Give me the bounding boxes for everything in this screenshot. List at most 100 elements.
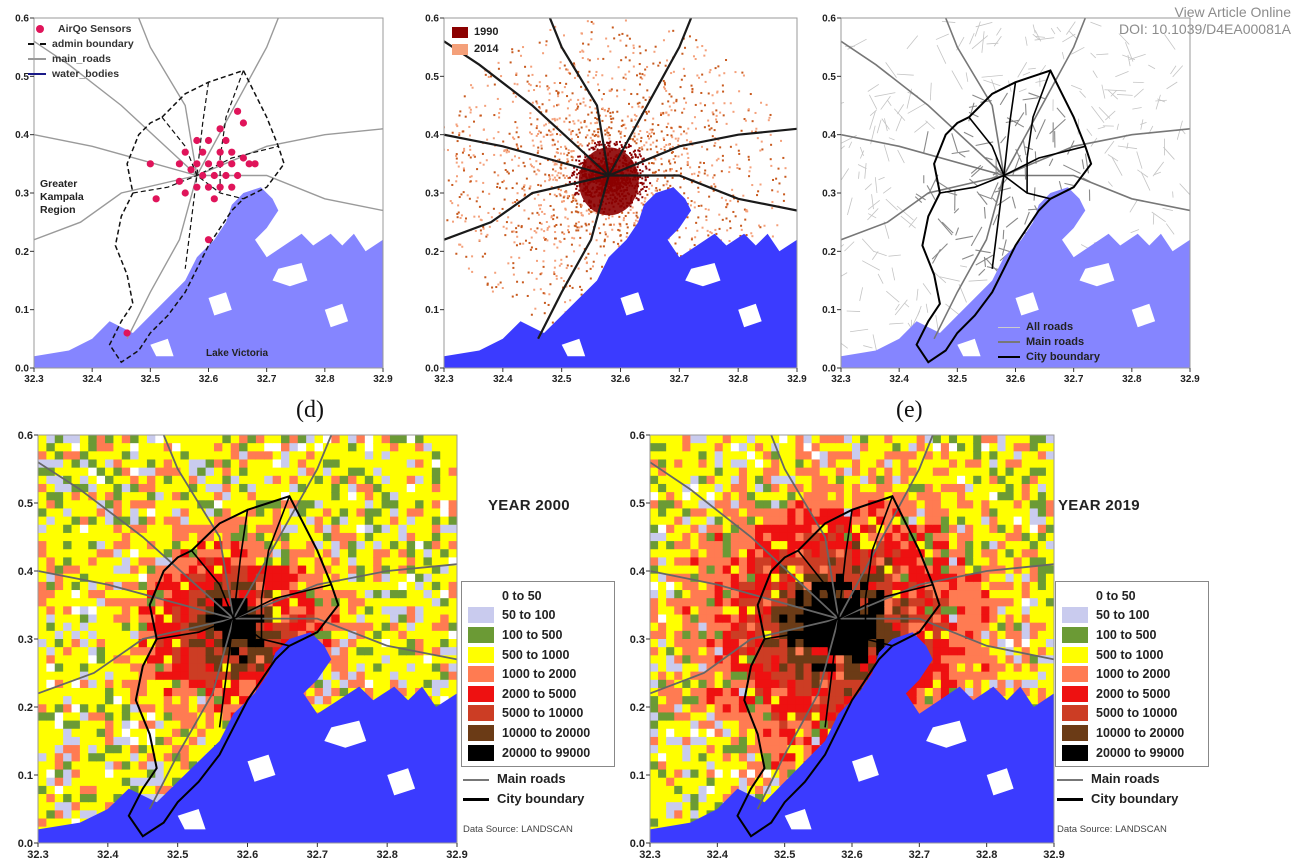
urban-pixel bbox=[523, 165, 526, 168]
population-cell bbox=[264, 451, 274, 461]
urban-pixel bbox=[501, 286, 504, 289]
sensor-point bbox=[152, 195, 160, 203]
urban-pixel bbox=[455, 157, 458, 160]
urban-pixel bbox=[644, 98, 647, 101]
population-cell bbox=[163, 655, 173, 665]
urban-pixel bbox=[588, 129, 591, 132]
urban-pixel bbox=[536, 102, 539, 105]
population-cell bbox=[46, 459, 56, 469]
population-cell bbox=[96, 639, 106, 648]
population-cell bbox=[331, 639, 341, 648]
urban-pixel bbox=[693, 172, 696, 175]
urban-pixel bbox=[765, 103, 768, 106]
urban-pixel bbox=[668, 105, 671, 108]
population-cell bbox=[213, 696, 223, 705]
urban-pixel bbox=[524, 65, 527, 68]
population-cell bbox=[63, 818, 73, 828]
population-cell bbox=[71, 785, 81, 795]
sensor-point bbox=[216, 183, 224, 191]
population-cell bbox=[230, 696, 240, 705]
population-cell bbox=[306, 598, 316, 607]
population-cell bbox=[96, 679, 106, 689]
urban-pixel bbox=[699, 161, 702, 164]
population-cell bbox=[205, 590, 215, 599]
population-cell bbox=[188, 761, 198, 771]
population-cell bbox=[306, 590, 316, 599]
urban-pixel bbox=[469, 108, 472, 111]
population-cell bbox=[88, 761, 98, 771]
urban-pixel bbox=[592, 139, 595, 142]
population-cell bbox=[163, 459, 173, 469]
urban-pixel bbox=[467, 267, 470, 270]
population-cell bbox=[222, 630, 232, 640]
urban-pixel bbox=[585, 125, 588, 128]
urban-pixel bbox=[673, 161, 676, 164]
population-cell bbox=[71, 761, 81, 771]
population-cell bbox=[130, 753, 140, 762]
population-cell bbox=[88, 679, 98, 689]
population-cell bbox=[138, 467, 148, 477]
population-cell bbox=[88, 459, 98, 469]
population-cell bbox=[331, 459, 341, 469]
population-cell bbox=[63, 475, 73, 485]
population-cell bbox=[38, 794, 47, 803]
urban-pixel bbox=[749, 166, 752, 169]
urban-pixel bbox=[713, 144, 716, 147]
population-cell bbox=[331, 508, 341, 518]
urban-pixel bbox=[634, 161, 637, 164]
road-segment bbox=[895, 303, 900, 311]
population-cell bbox=[197, 679, 207, 689]
urban-pixel bbox=[582, 42, 585, 45]
population-cell bbox=[88, 524, 98, 534]
x-tick-label: 32.7 bbox=[257, 374, 277, 385]
population-cell bbox=[121, 459, 131, 469]
urban-pixel bbox=[578, 226, 581, 229]
urban-pixel bbox=[458, 134, 461, 137]
population-cell bbox=[54, 802, 64, 811]
urban-pixel bbox=[595, 252, 598, 255]
urban-pixel bbox=[500, 75, 503, 78]
island bbox=[208, 292, 232, 316]
population-cell bbox=[289, 557, 299, 567]
population-cell bbox=[46, 761, 56, 771]
urban-pixel bbox=[515, 293, 518, 296]
urban-pixel bbox=[572, 173, 575, 176]
urban-pixel bbox=[742, 74, 745, 77]
urban-pixel bbox=[536, 151, 539, 154]
road-segment bbox=[888, 254, 901, 257]
urban-pixel bbox=[516, 126, 519, 129]
population-cell bbox=[213, 614, 223, 624]
urban-pixel bbox=[656, 177, 659, 180]
road-segment bbox=[936, 44, 947, 64]
urban-pixel bbox=[636, 192, 639, 195]
population-cell bbox=[105, 728, 115, 738]
population-cell bbox=[188, 467, 198, 477]
urban-pixel bbox=[726, 229, 729, 232]
population-cell bbox=[197, 704, 207, 714]
sensor-point bbox=[210, 171, 218, 180]
population-cell bbox=[281, 565, 290, 575]
population-cell bbox=[188, 606, 198, 616]
view-article-online-link[interactable]: View Article Online bbox=[1174, 4, 1291, 20]
population-cell bbox=[130, 475, 140, 485]
urban-pixel bbox=[710, 185, 713, 188]
urban-pixel bbox=[639, 52, 642, 55]
population-cell bbox=[121, 671, 131, 681]
road-segment bbox=[896, 73, 914, 76]
population-cell bbox=[205, 712, 215, 722]
population-cell bbox=[71, 590, 81, 599]
population-cell bbox=[180, 459, 190, 469]
urban-pixel bbox=[619, 39, 622, 42]
urban-pixel bbox=[767, 119, 770, 122]
urban-pixel bbox=[538, 81, 541, 84]
urban-pixel bbox=[680, 78, 683, 81]
y-tick-label: 0.3 bbox=[15, 189, 29, 200]
population-cell bbox=[105, 614, 115, 624]
population-cell bbox=[172, 590, 182, 599]
urban-pixel bbox=[587, 208, 590, 211]
road-segment bbox=[874, 92, 896, 97]
population-cell bbox=[96, 761, 106, 771]
urban-pixel bbox=[694, 127, 697, 130]
population-cell bbox=[314, 630, 324, 640]
population-cell bbox=[306, 467, 316, 477]
